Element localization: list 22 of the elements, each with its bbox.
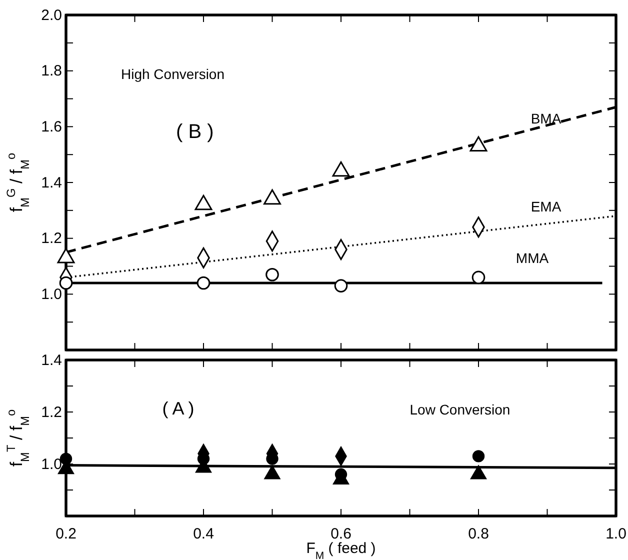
y-tick-label: 1.2 [41,404,62,421]
series-label: EMA [530,198,562,214]
x-tick-label: 0.6 [330,526,352,543]
x-tick-label: 0.4 [193,526,214,543]
y-tick-label: 1.0 [41,456,62,473]
x-axis-title: F$_{M}$ ( feed ) [306,540,376,560]
y-tick-label: 1.4 [41,352,62,369]
y-tick-label: 1.2 [41,230,62,248]
y-tick-label: 1.0 [41,286,62,303]
annotation: ( B ) [176,120,214,143]
y-tick-label: 1.4 [41,174,62,192]
series-label: BMA [530,110,562,126]
annotation: ( A ) [162,398,194,419]
x-tick-label: 1.0 [606,526,626,543]
y-tick-label: 2.0 [41,6,62,24]
series-label: MMA [516,250,550,266]
annotation: Low Conversion [410,402,510,418]
x-tick-label: 0.2 [56,526,76,543]
y-tick-label: 1.8 [41,62,62,80]
annotation: High Conversion [121,66,224,82]
y-tick-label: 1.6 [41,118,62,136]
x-tick-label: 0.8 [468,526,489,543]
